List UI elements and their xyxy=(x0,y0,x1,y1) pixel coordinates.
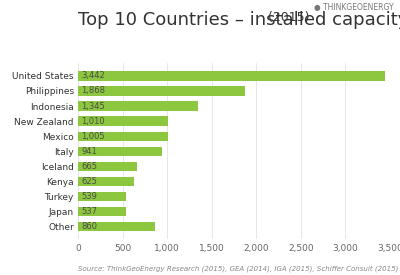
Bar xyxy=(78,222,155,231)
Bar xyxy=(78,101,198,111)
Text: 625: 625 xyxy=(81,177,97,186)
Text: Top 10 Countries – installed capacity: Top 10 Countries – installed capacity xyxy=(78,11,400,29)
Text: 860: 860 xyxy=(81,222,97,231)
Text: ● THINKGEOENERGY: ● THINKGEOENERGY xyxy=(314,3,394,12)
Text: 1,868: 1,868 xyxy=(81,86,105,95)
Text: 1,345: 1,345 xyxy=(81,101,105,111)
Text: 665: 665 xyxy=(81,162,97,171)
Bar xyxy=(78,116,168,126)
Text: 1,005: 1,005 xyxy=(81,132,105,141)
Bar xyxy=(78,192,126,201)
Bar xyxy=(78,162,137,171)
Bar xyxy=(78,71,385,81)
Text: Source: ThinkGeoEnergy Research (2015), GEA (2014), IGA (2015), Schiffer Consult: Source: ThinkGeoEnergy Research (2015), … xyxy=(78,266,398,272)
Bar xyxy=(78,86,244,96)
Bar xyxy=(78,207,126,216)
Text: 539: 539 xyxy=(81,192,97,201)
Bar xyxy=(78,131,168,141)
Text: (2015): (2015) xyxy=(264,11,310,24)
Text: 941: 941 xyxy=(81,147,97,156)
Bar xyxy=(78,147,162,156)
Text: 3,442: 3,442 xyxy=(81,72,105,80)
Bar xyxy=(78,177,134,186)
Text: 537: 537 xyxy=(81,207,97,216)
Text: 1,010: 1,010 xyxy=(81,117,105,126)
